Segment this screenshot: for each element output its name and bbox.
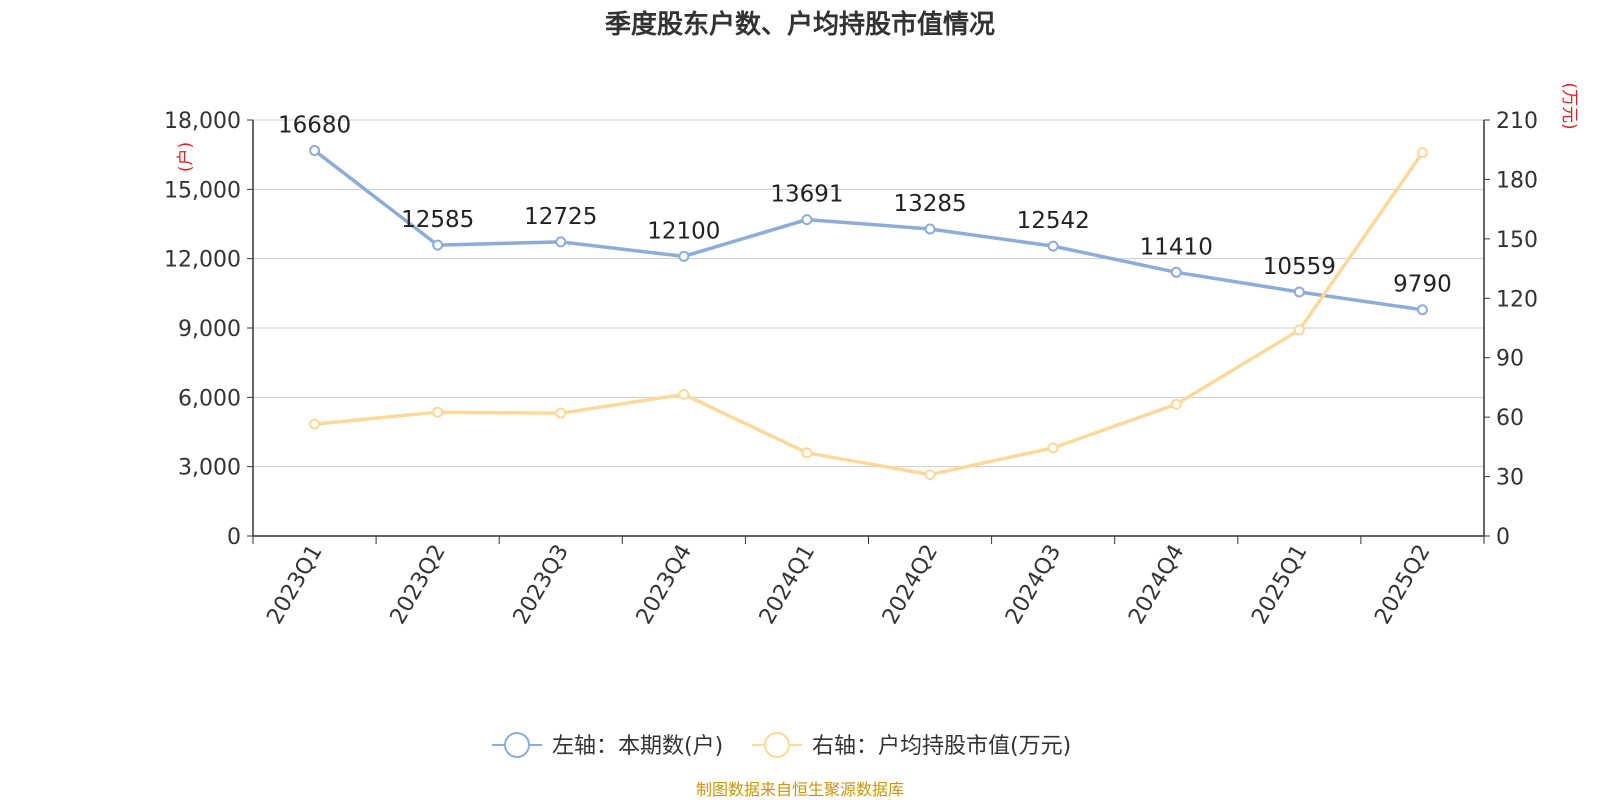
x-axis-tick-label: 2024Q2 [878, 541, 943, 629]
right-axis-tick-label: 180 [1496, 168, 1538, 193]
series-2-point [1416, 147, 1428, 159]
x-axis-tick-label: 2024Q4 [1124, 541, 1189, 629]
data-label: 11410 [1140, 234, 1213, 260]
series-line-1 [313, 149, 1423, 312]
right-axis-tick-label: 30 [1496, 466, 1524, 491]
data-label: 13285 [893, 191, 966, 217]
data-label: 13691 [770, 182, 843, 208]
series-line-2 [314, 151, 1424, 477]
data-label: 9790 [1393, 272, 1452, 298]
series-2-point [432, 406, 444, 418]
series-2-point [1170, 398, 1182, 410]
data-label: 10559 [1263, 254, 1336, 280]
chart-title: 季度股东户数、户均持股市值情况 [604, 10, 995, 40]
x-axis-tick-label: 2025Q1 [1247, 541, 1312, 629]
series-1-point [678, 250, 690, 262]
right-axis-tick-label: 0 [1496, 525, 1510, 550]
series-1-point [555, 236, 567, 248]
x-axis-tick-label: 2024Q3 [1001, 541, 1066, 629]
data-label: 12542 [1017, 208, 1090, 234]
left-axis-tick-label: 9,000 [178, 317, 241, 342]
right-axis-tick-label: 60 [1496, 406, 1524, 431]
series-1-point [309, 145, 321, 157]
series-1-point [1416, 304, 1428, 316]
legend-label: 左轴：本期数(户) [552, 734, 723, 759]
right-axis-tick-label: 210 [1496, 109, 1538, 134]
series-1-point [1170, 266, 1182, 278]
series-2-point [1293, 324, 1305, 336]
right-axis-unit-label: (万元) [1559, 82, 1579, 129]
right-axis-tick-label: 150 [1496, 228, 1538, 253]
data-label: 12585 [401, 207, 474, 233]
x-axis-tick-label: 2024Q1 [755, 541, 820, 629]
data-label: 12100 [647, 218, 720, 244]
x-axis-tick-label: 2023Q2 [386, 541, 451, 629]
left-axis-tick-label: 15,000 [164, 178, 241, 203]
series-2-point [309, 418, 321, 430]
series-2-point [924, 469, 936, 481]
data-source-note: 制图数据来自恒生聚源数据库 [695, 780, 904, 799]
x-axis-tick-label: 2023Q1 [262, 541, 327, 629]
series-1-point [1293, 286, 1305, 298]
series-2-point [1047, 442, 1059, 454]
legend-marker-icon [764, 732, 790, 758]
left-axis-tick-label: 6,000 [178, 386, 241, 411]
series-2-point [678, 388, 690, 400]
left-axis-tick-label: 3,000 [178, 456, 241, 481]
x-axis-tick-label: 2025Q2 [1370, 541, 1435, 629]
legend-marker-icon [504, 732, 530, 758]
data-label: 12725 [524, 204, 597, 230]
series-1-point [924, 223, 936, 235]
left-axis-tick-label: 0 [227, 525, 241, 550]
series-2-point [555, 407, 567, 419]
series-1-point [1047, 240, 1059, 252]
right-axis-tick-label: 90 [1496, 347, 1524, 372]
left-axis-tick-label: 18,000 [164, 109, 241, 134]
data-label: 16680 [278, 113, 351, 139]
left-axis-tick-label: 12,000 [164, 248, 241, 273]
x-axis-tick-label: 2023Q4 [632, 541, 697, 629]
x-axis-tick-label: 2023Q3 [509, 541, 574, 629]
right-axis-tick-label: 120 [1496, 287, 1538, 312]
series-1-point [801, 214, 813, 226]
left-axis-unit-label: (户) [176, 142, 196, 172]
series-2-point [801, 447, 813, 459]
series-1-point [432, 239, 444, 251]
legend-label: 右轴：户均持股市值(万元) [812, 734, 1071, 759]
